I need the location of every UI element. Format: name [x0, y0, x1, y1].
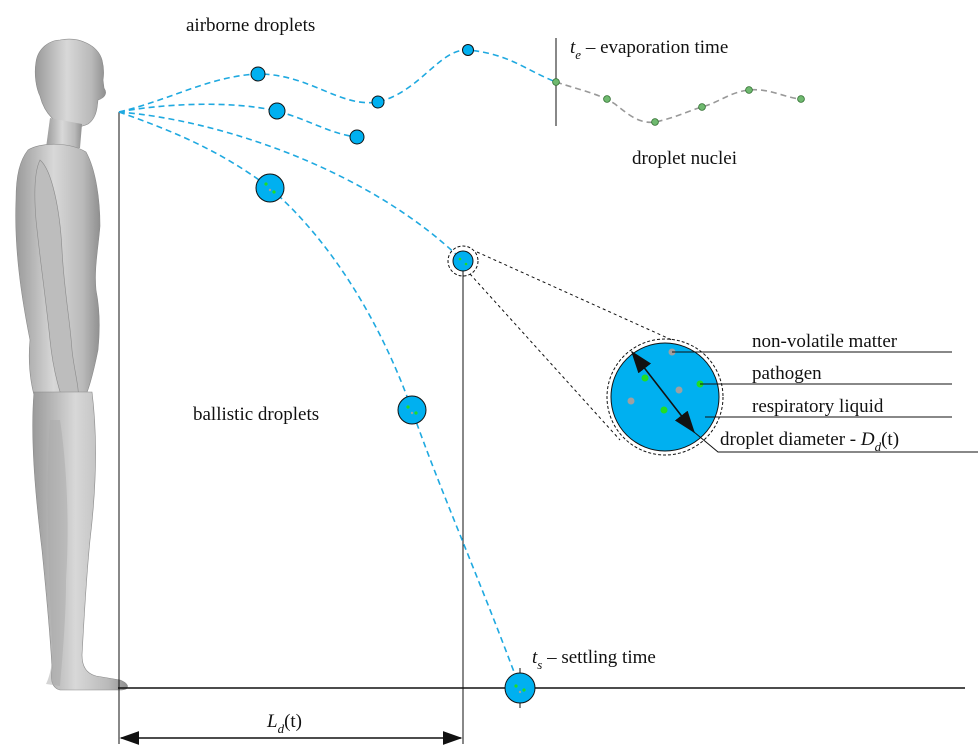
nucleus: [651, 118, 659, 126]
airborne-droplet: [349, 129, 365, 145]
diameter-arrow: [631, 350, 695, 434]
trajectory-ballistic-lateral: [118, 111, 464, 262]
callout-pathogen: pathogen: [752, 363, 822, 384]
ballistic-droplet-large: [255, 173, 285, 203]
zoom-line-upper: [476, 251, 673, 341]
droplet-nuclei-points: [552, 78, 805, 126]
nonvolatile-particle: [627, 397, 635, 405]
label-airborne-droplets: airborne droplets: [186, 15, 315, 36]
airborne-droplet: [250, 66, 266, 82]
callout-nonvolatile-matter: non-volatile matter: [752, 331, 898, 352]
trajectory-ballistic-falling: [118, 111, 521, 689]
airborne-droplet: [268, 102, 286, 120]
callout-leaders: [672, 351, 978, 453]
human-figure: [15, 38, 128, 691]
zoom-line-lower: [469, 273, 621, 441]
magnified-droplet-body: [610, 342, 720, 452]
label-evaporation-time: te – evaporation time: [570, 37, 728, 62]
legs: [32, 391, 128, 691]
leg-rear: [46, 420, 68, 686]
head: [34, 38, 106, 128]
nucleus: [603, 95, 611, 103]
pathogen-particle: [660, 406, 668, 414]
label-droplet-nuclei: droplet nuclei: [632, 148, 737, 169]
airborne-droplet: [462, 44, 474, 56]
ballistic-droplet-medium: [397, 395, 427, 425]
label-settling-time: ts – settling time: [532, 647, 656, 672]
neck: [46, 118, 82, 148]
ballistic-droplet-landed: [504, 672, 536, 704]
droplets: [250, 44, 536, 704]
leader-diameter: [693, 431, 978, 453]
trajectory-droplet-nuclei: [555, 81, 802, 124]
nucleus: [698, 103, 706, 111]
nucleus: [552, 78, 560, 86]
selected-droplet-halo: [447, 245, 479, 277]
magnified-droplet: [606, 338, 724, 456]
droplet-inclusions: [264, 182, 526, 694]
label-distance: Ld(t): [266, 711, 302, 736]
nucleus: [797, 95, 805, 103]
label-ballistic-droplets: ballistic droplets: [193, 404, 319, 425]
magnified-droplet-halo: [606, 338, 724, 456]
trajectories: [118, 49, 557, 689]
pathogen-particle: [641, 374, 649, 382]
callout-respiratory-liquid: respiratory liquid: [752, 396, 884, 417]
trajectory-airborne-middle: [118, 103, 358, 138]
nucleus: [745, 86, 753, 94]
airborne-droplet: [371, 95, 385, 109]
selected-droplet: [452, 250, 474, 272]
nonvolatile-particle: [675, 386, 683, 394]
callout-droplet-diameter: droplet diameter - Dd(t): [720, 429, 899, 454]
trajectory-airborne-upper: [118, 49, 557, 113]
